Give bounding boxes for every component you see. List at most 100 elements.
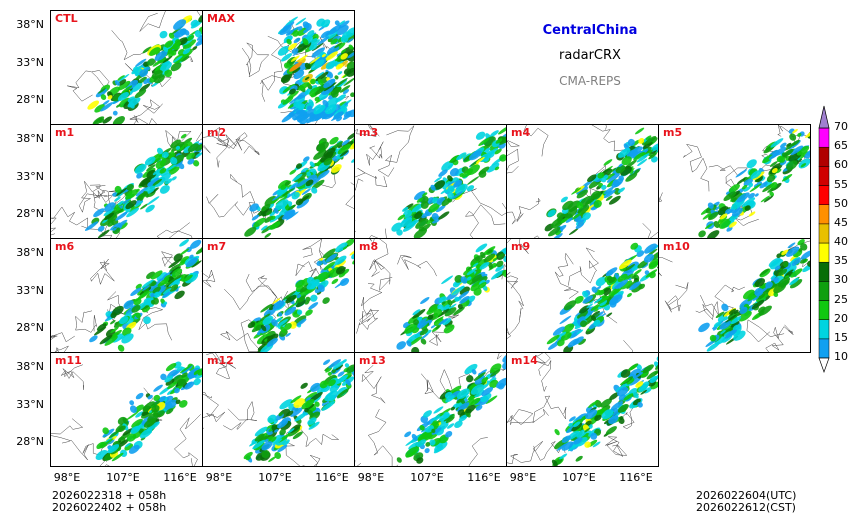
echo-cell	[593, 199, 602, 208]
boundary-line	[507, 409, 535, 426]
echo-cell	[454, 274, 463, 283]
boundary-line	[51, 418, 84, 435]
x-tick-label: 116°E	[163, 471, 197, 484]
echo-cell	[444, 307, 457, 317]
echo-cell	[402, 221, 417, 232]
echo-cell	[259, 313, 271, 322]
echo-cell	[339, 85, 351, 93]
echo-cell	[183, 29, 190, 36]
echo-cell	[157, 277, 170, 287]
echo-cell	[142, 46, 152, 54]
echo-cell	[470, 397, 481, 406]
echo-cell	[603, 159, 613, 166]
echo-cell	[107, 95, 113, 100]
echo-cell	[170, 62, 182, 72]
echo-cell	[433, 406, 444, 414]
echo-cell	[349, 140, 354, 150]
echo-cell	[311, 187, 318, 194]
echo-cell	[277, 444, 288, 453]
echo-cell	[635, 127, 645, 135]
echo-cell	[575, 222, 585, 229]
echo-cell	[590, 304, 600, 311]
echo-cell	[475, 131, 486, 140]
echo-cell	[564, 207, 578, 219]
echo-cell	[430, 325, 436, 329]
echo-cell	[179, 239, 189, 247]
echo-cell	[547, 341, 560, 350]
echo-cell	[413, 228, 428, 238]
echo-cell	[296, 318, 307, 326]
boundary-line	[507, 308, 522, 339]
echo-cell	[437, 308, 450, 317]
echo-cell	[635, 381, 644, 388]
echo-cell	[117, 344, 125, 352]
echo-cell	[556, 212, 564, 219]
colorbar-tick-label: 65	[834, 139, 848, 153]
echo-cell	[299, 54, 308, 61]
echo-cell	[650, 142, 658, 152]
echo-cell	[649, 271, 656, 279]
x-tick-label: 116°E	[619, 471, 653, 484]
echo-cell	[441, 301, 446, 305]
echo-cell	[605, 172, 616, 181]
echo-cell	[600, 398, 612, 408]
echo-cell	[441, 275, 454, 285]
echo-cell	[552, 326, 565, 336]
y-tick-label: 33°N	[16, 56, 44, 69]
panel-label: m6	[55, 240, 75, 253]
echo-cell	[796, 145, 810, 156]
echo-cell	[472, 280, 481, 288]
echo-cell	[323, 82, 337, 92]
echo-cell	[92, 116, 105, 124]
echo-cell	[620, 280, 633, 290]
echo-cell	[346, 27, 354, 36]
echo-cell	[572, 336, 584, 346]
echo-cell	[781, 249, 789, 256]
echo-cell	[490, 147, 499, 155]
echo-cell	[773, 277, 779, 283]
boundary-line	[165, 129, 202, 151]
echo-cell	[565, 217, 573, 223]
echo-cell	[739, 306, 748, 315]
echo-cell	[323, 261, 336, 271]
echo-cell	[306, 279, 320, 290]
echo-cell	[325, 266, 339, 276]
echo-cell	[320, 152, 334, 163]
echo-cell	[269, 221, 281, 230]
echo-cell	[577, 219, 585, 225]
echo-cell	[786, 246, 800, 257]
echo-cell	[269, 211, 276, 217]
echo-cell	[172, 55, 183, 63]
echo-cell	[102, 428, 115, 438]
echo-cell	[161, 157, 167, 164]
panel-map-max	[241, 16, 354, 124]
echo-cell	[773, 282, 787, 294]
echo-cell	[723, 191, 737, 201]
echo-cell	[249, 203, 259, 212]
echo-cell	[597, 172, 605, 179]
echo-cell	[609, 392, 620, 400]
echo-cell	[418, 226, 425, 232]
echo-cell	[335, 94, 346, 103]
echo-cell	[245, 455, 251, 461]
echo-cell	[632, 398, 641, 406]
echo-cell	[698, 322, 710, 333]
echo-cell	[730, 321, 740, 328]
echo-cell	[303, 156, 310, 162]
echo-cell	[568, 228, 579, 235]
echo-cell	[351, 157, 354, 163]
echo-cell	[181, 55, 190, 62]
echo-cell	[164, 278, 176, 287]
echo-cell	[261, 449, 270, 459]
echo-cell	[339, 278, 350, 286]
echo-cell	[648, 152, 657, 160]
echo-cell	[154, 50, 168, 61]
echo-cell	[441, 160, 454, 172]
echo-cell	[327, 33, 339, 43]
echo-cell	[749, 183, 762, 193]
echo-cell	[596, 285, 602, 290]
boundary-line	[355, 167, 388, 192]
echo-cell	[110, 320, 116, 325]
echo-cell	[286, 38, 292, 45]
echo-cell	[451, 285, 465, 296]
